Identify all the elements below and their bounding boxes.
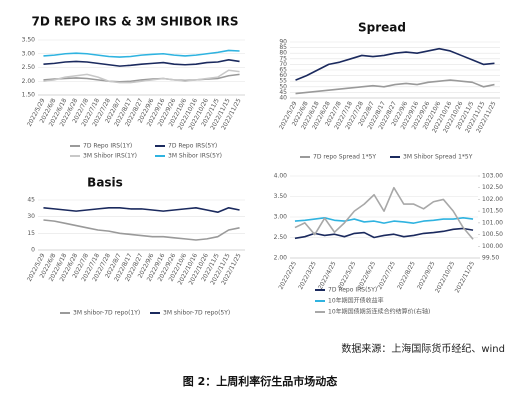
chart-title: 7D REPO IRS & 3M SHIBOR IRS	[32, 15, 239, 29]
y-tick-label: 50	[279, 83, 287, 90]
y-tick-label: 55	[279, 78, 287, 85]
y-tick-label: 2.50	[274, 234, 288, 241]
y-tick-label: 60	[279, 72, 287, 79]
y-tick-label: 40	[279, 95, 287, 102]
y-tick-label: 90	[279, 39, 287, 46]
y2-tick-label: 101.00	[482, 219, 503, 226]
series-line	[295, 47, 495, 81]
legend-label: 3M Shibor IRS(1Y)	[83, 153, 137, 160]
y-tick-label: 3.50	[274, 193, 288, 200]
y-tick-label: 3.50	[22, 37, 36, 44]
series-line	[43, 49, 240, 58]
y2-tick-label: 100.00	[482, 243, 503, 250]
x-tick-label: 2022/2/25	[277, 260, 298, 291]
legend-label: 10年期国开债收益率	[328, 297, 384, 305]
y-tick-label: 75	[279, 55, 287, 62]
y2-tick-label: 102.00	[482, 196, 503, 203]
series-line	[43, 59, 240, 67]
legend-label: 7D Repo IRS(1Y)	[83, 143, 132, 150]
x-tick-label: 2022/11/25	[454, 260, 477, 294]
x-tick-label: 2022/8/25	[396, 260, 417, 291]
y2-tick-label: 103.00	[482, 173, 503, 180]
x-tick-label: 2022/7/25	[376, 260, 397, 291]
y2-tick-label: 99.50	[482, 255, 499, 262]
y2-tick-label: 101.50	[482, 208, 503, 215]
y-tick-label: 2.50	[22, 64, 36, 71]
y-tick-label: 15	[27, 230, 35, 237]
source-note: 数据来源：上海国际货币经纪、wind	[341, 342, 505, 355]
series-line	[43, 219, 240, 241]
legend-label: 7D Repo IRS(5Y)	[328, 287, 377, 294]
y-tick-label: 3.00	[274, 214, 288, 221]
chart-title: Basis	[87, 176, 123, 190]
series-line	[294, 186, 474, 240]
legend-label: 3M Shibor Spread 1*5Y	[403, 154, 473, 161]
y-tick-label: 2.00	[22, 78, 36, 85]
y-tick-label: 0	[31, 247, 35, 254]
y-tick-label: 45	[27, 197, 35, 204]
series-line	[294, 227, 474, 240]
legend-label: 10年期国债期货连续合约结算价(右轴)	[328, 308, 430, 316]
y2-tick-label: 100.50	[482, 231, 503, 238]
y-tick-label: 70	[279, 61, 287, 68]
y-tick-label: 85	[279, 44, 287, 51]
chart-title: Spread	[358, 21, 406, 35]
x-tick-label: 2022/3/25	[297, 260, 318, 291]
y-tick-label: 65	[279, 67, 287, 74]
y-tick-label: 2.00	[274, 255, 288, 262]
legend-label: 3M Shibor IRS(5Y)	[168, 153, 222, 160]
y-tick-label: 80	[279, 50, 287, 57]
y2-tick-label: 102.50	[482, 184, 503, 191]
y-tick-label: 45	[279, 89, 287, 96]
series-line	[43, 69, 240, 84]
legend-label: 7D Repo IRS(5Y)	[168, 143, 217, 150]
y-tick-label: 30	[27, 213, 35, 220]
legend-label: 3M shibor-7D repo(1Y)	[73, 310, 140, 317]
x-tick-label: 2022/10/25	[434, 260, 457, 294]
y-tick-label: 4.00	[274, 173, 288, 180]
legend-label: 7D repo Spread 1*5Y	[313, 154, 376, 161]
series-line	[43, 206, 240, 214]
y-tick-label: 3.00	[22, 50, 36, 57]
series-line	[295, 79, 495, 95]
y-tick-label: 1.50	[22, 92, 36, 99]
legend-label: 3M shibor-7D repo(5Y)	[163, 310, 230, 317]
x-tick-label: 2022/9/25	[416, 260, 437, 291]
figure-caption: 图 2：上周利率衍生品市场动态	[183, 374, 337, 388]
